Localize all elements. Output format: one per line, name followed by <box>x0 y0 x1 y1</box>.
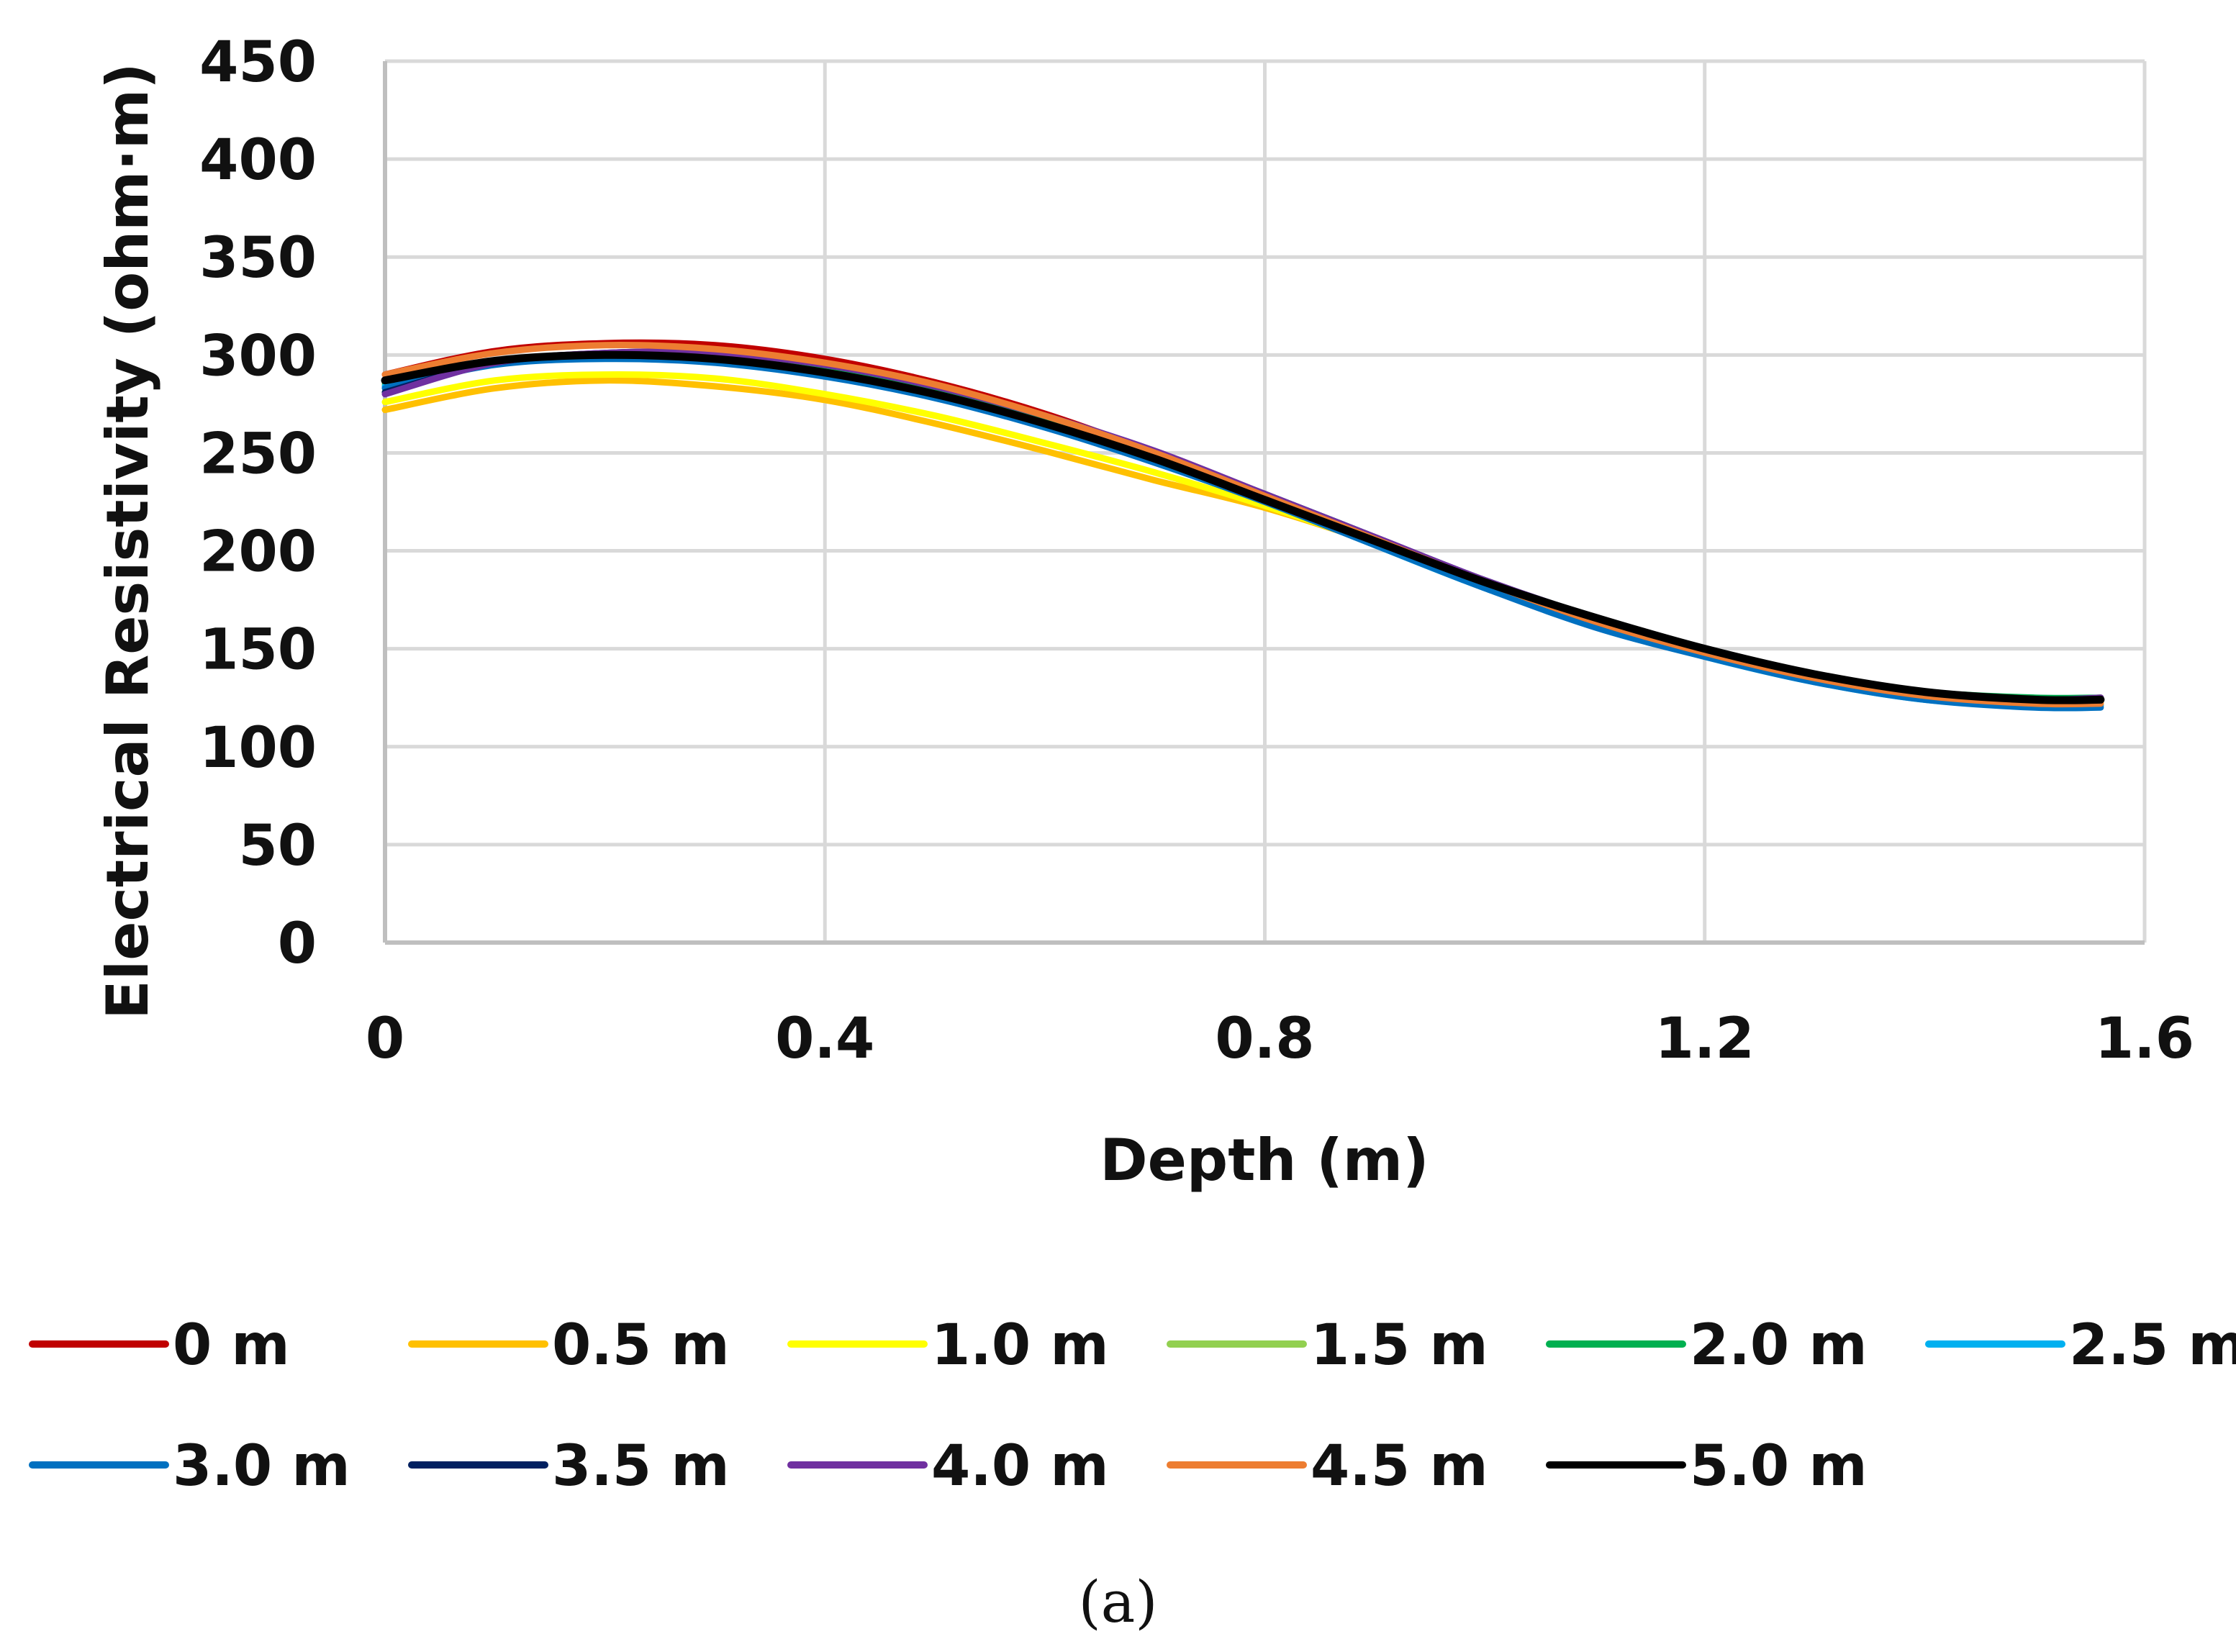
x-tick-label: 0 <box>366 1007 404 1071</box>
x-tick-label: 1.2 <box>1655 1007 1755 1071</box>
y-tick-label: 50 <box>238 814 317 879</box>
y-tick-label: 150 <box>199 618 317 683</box>
legend-item-3-0-m: 3.0 m <box>29 1434 350 1499</box>
x-tick-label: 0.8 <box>1215 1007 1314 1071</box>
legend-label: 3.5 m <box>552 1434 730 1499</box>
series-line-5-0-m <box>381 350 2105 704</box>
series-line-2-5-m <box>381 353 2104 709</box>
legend-item-4-0-m: 4.0 m <box>787 1434 1109 1499</box>
legend-item-2-0-m: 2.0 m <box>1546 1313 1868 1378</box>
legend-item-5-0-m: 5.0 m <box>1546 1434 1868 1499</box>
legend: 0 m 0.5 m 1.0 m 1.5 m 2.0 m 2.5 m 3.0 m 3.5 m 4.… <box>29 1313 2236 1499</box>
y-tick-label: 100 <box>199 716 317 781</box>
figure-caption: (a) <box>1078 1569 1158 1635</box>
series-layer <box>381 339 2105 712</box>
legend-label: 3.0 m <box>173 1434 350 1499</box>
legend-label: 5.0 m <box>1690 1434 1868 1499</box>
legend-item-1-5-m: 1.5 m <box>1167 1313 1488 1378</box>
y-tick-label: 350 <box>199 226 317 291</box>
legend-label: 4.5 m <box>1311 1434 1488 1499</box>
series-line-3-0-m <box>381 355 2104 712</box>
legend-label: 2.5 m <box>2069 1313 2236 1378</box>
legend-item-0-5-m: 0.5 m <box>408 1313 730 1378</box>
legend-label: 2.0 m <box>1690 1313 1868 1378</box>
legend-label: 4.0 m <box>931 1434 1109 1499</box>
legend-item-2-5-m: 2.5 m <box>1925 1313 2236 1378</box>
legend-label: 1.0 m <box>931 1313 1109 1378</box>
y-tick-label: 400 <box>199 128 317 193</box>
x-tick-label: 0.4 <box>775 1007 874 1071</box>
legend-label: 0.5 m <box>552 1313 730 1378</box>
series-line-0-m <box>381 339 2104 704</box>
legend-item-0-m: 0 m <box>29 1313 290 1378</box>
series-line-1-0-m <box>381 371 2104 708</box>
y-tick-label: 200 <box>199 520 317 585</box>
tick-labels: 0 50 100 150 200 250 300 350 400 450 0 0.4 0.8 1.2 1.6 <box>199 30 2194 1071</box>
y-axis-title: Electrical Resistivity (ohm·m) <box>94 63 161 1020</box>
y-tick-label: 300 <box>199 324 317 389</box>
legend-label: 0 m <box>173 1313 290 1378</box>
y-tick-label: 450 <box>199 30 317 95</box>
y-tick-label: 250 <box>199 422 317 486</box>
legend-item-3-5-m: 3.5 m <box>408 1434 730 1499</box>
x-axis-title: Depth (m) <box>1100 1127 1429 1194</box>
series-line-2-0-m <box>381 351 2104 702</box>
legend-label: 1.5 m <box>1311 1313 1488 1378</box>
axes <box>383 61 2145 945</box>
series-line-0-5-m <box>381 377 2104 706</box>
y-tick-label: 0 <box>278 912 317 976</box>
x-tick-label: 1.6 <box>2095 1007 2194 1071</box>
legend-item-1-0-m: 1.0 m <box>787 1313 1109 1378</box>
legend-item-4-5-m: 4.5 m <box>1167 1434 1488 1499</box>
